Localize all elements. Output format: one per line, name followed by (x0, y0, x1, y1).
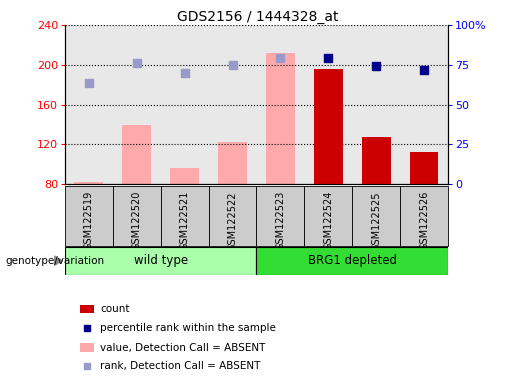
Bar (400, 25, 448, 184)
Text: BRG1 depleted: BRG1 depleted (308, 254, 397, 267)
Text: genotype/variation: genotype/variation (5, 256, 104, 266)
Text: rank, Detection Call = ABSENT: rank, Detection Call = ABSENT (100, 361, 261, 371)
Text: GDS2156 / 1444328_at: GDS2156 / 1444328_at (177, 10, 338, 23)
Bar (304, 25, 352, 184)
Bar (362, 137, 390, 184)
Point (276, 55, 284, 61)
Bar (113, 186, 161, 246)
Text: percentile rank within the sample: percentile rank within the sample (100, 323, 277, 333)
Polygon shape (54, 255, 63, 266)
Bar (256, 186, 304, 246)
Text: value, Detection Call = ABSENT: value, Detection Call = ABSENT (100, 343, 266, 353)
Text: GSM122526: GSM122526 (419, 191, 429, 250)
Bar (161, 186, 209, 246)
Point (133, 60, 141, 66)
Bar (161, 25, 209, 184)
Point (372, 63, 380, 70)
Bar (256, 247, 448, 275)
Bar (65, 247, 256, 275)
Bar (266, 53, 295, 184)
Bar (256, 25, 304, 184)
Point (84, 79, 93, 86)
Bar (304, 186, 352, 246)
Text: GSM122524: GSM122524 (323, 191, 333, 250)
Text: count: count (100, 304, 130, 314)
Bar (123, 124, 151, 184)
Bar (65, 25, 113, 184)
Point (229, 62, 237, 68)
Bar (218, 142, 247, 184)
Bar (410, 152, 438, 184)
Text: GSM122521: GSM122521 (180, 191, 190, 250)
Bar (170, 168, 199, 184)
Bar (400, 186, 448, 246)
Text: GSM122523: GSM122523 (276, 191, 285, 250)
Point (83, 325, 91, 331)
Bar (209, 25, 256, 184)
Bar (314, 69, 342, 184)
Point (83, 362, 91, 369)
Text: GSM122525: GSM122525 (371, 191, 381, 250)
Point (420, 66, 428, 73)
Bar (352, 25, 400, 184)
Point (324, 55, 333, 61)
Text: wild type: wild type (133, 254, 188, 267)
Text: GSM122522: GSM122522 (228, 191, 237, 250)
Bar (75, 182, 103, 184)
Bar (209, 186, 256, 246)
Bar (113, 25, 161, 184)
Bar (65, 186, 113, 246)
Bar (352, 186, 400, 246)
Point (180, 70, 188, 76)
Text: GSM122519: GSM122519 (84, 191, 94, 250)
Text: GSM122520: GSM122520 (132, 191, 142, 250)
